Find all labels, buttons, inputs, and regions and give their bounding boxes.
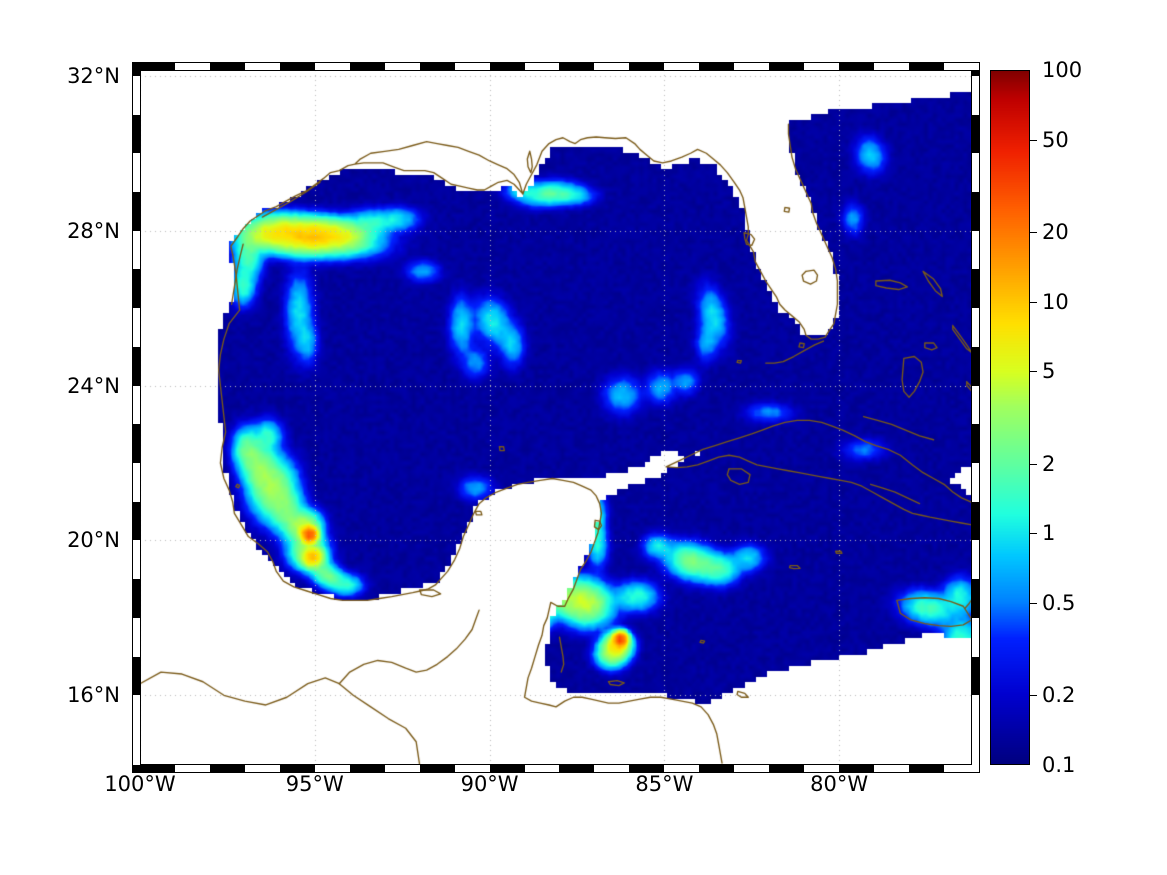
xtick-label-95w: 95°W [285, 772, 344, 796]
colorbar-tick-label-1: 1 [1042, 521, 1056, 546]
ytick-label-32n: 32°N [67, 63, 120, 88]
map-plot-area[interactable] [140, 70, 972, 765]
colorbar-tick-mark [1030, 371, 1037, 373]
xtick-label-85w: 85°W [635, 772, 694, 796]
ytick-label-24n: 24°N [67, 373, 120, 398]
ytick-label-20n: 20°N [67, 528, 120, 553]
colorbar-tick-mark [1030, 533, 1037, 535]
colorbar-tick-label-50: 50 [1042, 127, 1069, 152]
colorbar-tick-label-0p5: 0.5 [1042, 591, 1076, 616]
xtick-label-100w: 100°W [104, 772, 176, 796]
colorbar-gradient [990, 70, 1030, 765]
colorbar-tick-label-100: 100 [1042, 58, 1083, 82]
map-border-left [132, 62, 140, 773]
xtick-label-80w: 80°W [810, 772, 869, 796]
colorbar-tick-mark [1030, 695, 1037, 697]
colorbar[interactable] [990, 70, 1030, 765]
colorbar-tick-label-0p1: 0.1 [1042, 753, 1076, 777]
chlorophyll-heatmap [140, 70, 972, 765]
ytick-label-16n: 16°N [67, 683, 120, 708]
colorbar-tick-mark [1030, 139, 1037, 141]
map-border-right [972, 62, 980, 773]
map-border-top [132, 62, 980, 70]
colorbar-tick-label-10: 10 [1042, 289, 1069, 314]
map-border-bottom [132, 765, 980, 773]
colorbar-tick-mark [1030, 603, 1037, 605]
colorbar-tick-label-20: 20 [1042, 219, 1069, 244]
colorbar-tick-label-2: 2 [1042, 451, 1056, 476]
ytick-label-28n: 28°N [67, 218, 120, 243]
colorbar-tick-label-5: 5 [1042, 359, 1056, 384]
colorbar-tick-mark [1030, 301, 1037, 303]
xtick-label-90w: 90°W [460, 772, 519, 796]
colorbar-tick-mark [1030, 463, 1037, 465]
colorbar-tick-mark [1030, 231, 1037, 233]
colorbar-tick-label-0p2: 0.2 [1042, 683, 1076, 708]
